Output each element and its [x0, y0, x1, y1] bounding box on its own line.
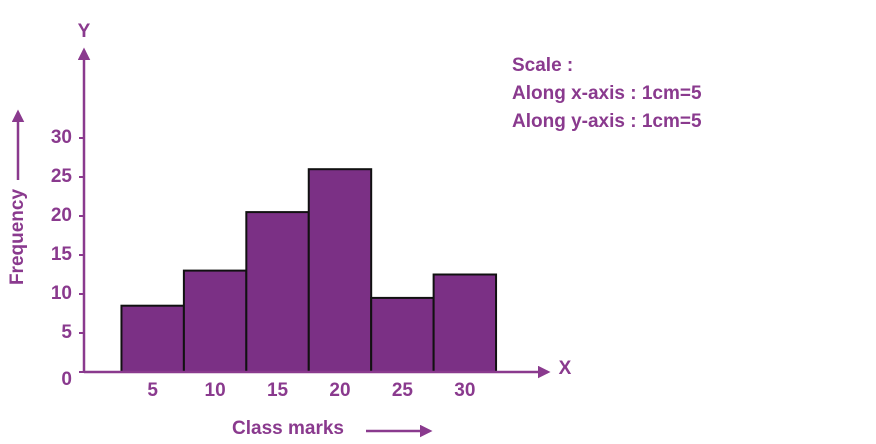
x-tick-label: 5: [147, 380, 158, 401]
y-tick-label: 25: [51, 166, 73, 187]
x-axis-name: X: [559, 358, 572, 379]
y-axis-name: Y: [78, 21, 91, 42]
x-tick-label: 10: [205, 380, 226, 401]
y-tick-label: 0: [61, 369, 72, 390]
bars: [120, 168, 498, 374]
annotation: Along x-axis : 1cm=5: [512, 83, 702, 104]
bar: [245, 211, 310, 373]
y-tick-label: 20: [51, 205, 72, 226]
x-tick-label: 30: [454, 380, 475, 401]
bar: [182, 269, 248, 374]
bar: [432, 273, 498, 373]
x-axis-label: Class marks: [232, 418, 344, 439]
bar: [370, 296, 435, 373]
y-tick-label: 10: [51, 283, 72, 304]
y-tick-label: 30: [51, 127, 72, 148]
annotation: Scale :: [512, 55, 573, 76]
bar: [307, 168, 373, 373]
annotation: Along y-axis : 1cm=5: [512, 111, 702, 132]
x-tick-label: 25: [392, 380, 414, 401]
y-tick-label: 5: [61, 322, 72, 343]
y-axis-label: Frequency: [7, 189, 28, 286]
bar: [120, 304, 185, 374]
x-tick-label: 20: [329, 380, 350, 401]
y-tick-label: 15: [51, 244, 73, 265]
x-tick-label: 15: [267, 380, 289, 401]
